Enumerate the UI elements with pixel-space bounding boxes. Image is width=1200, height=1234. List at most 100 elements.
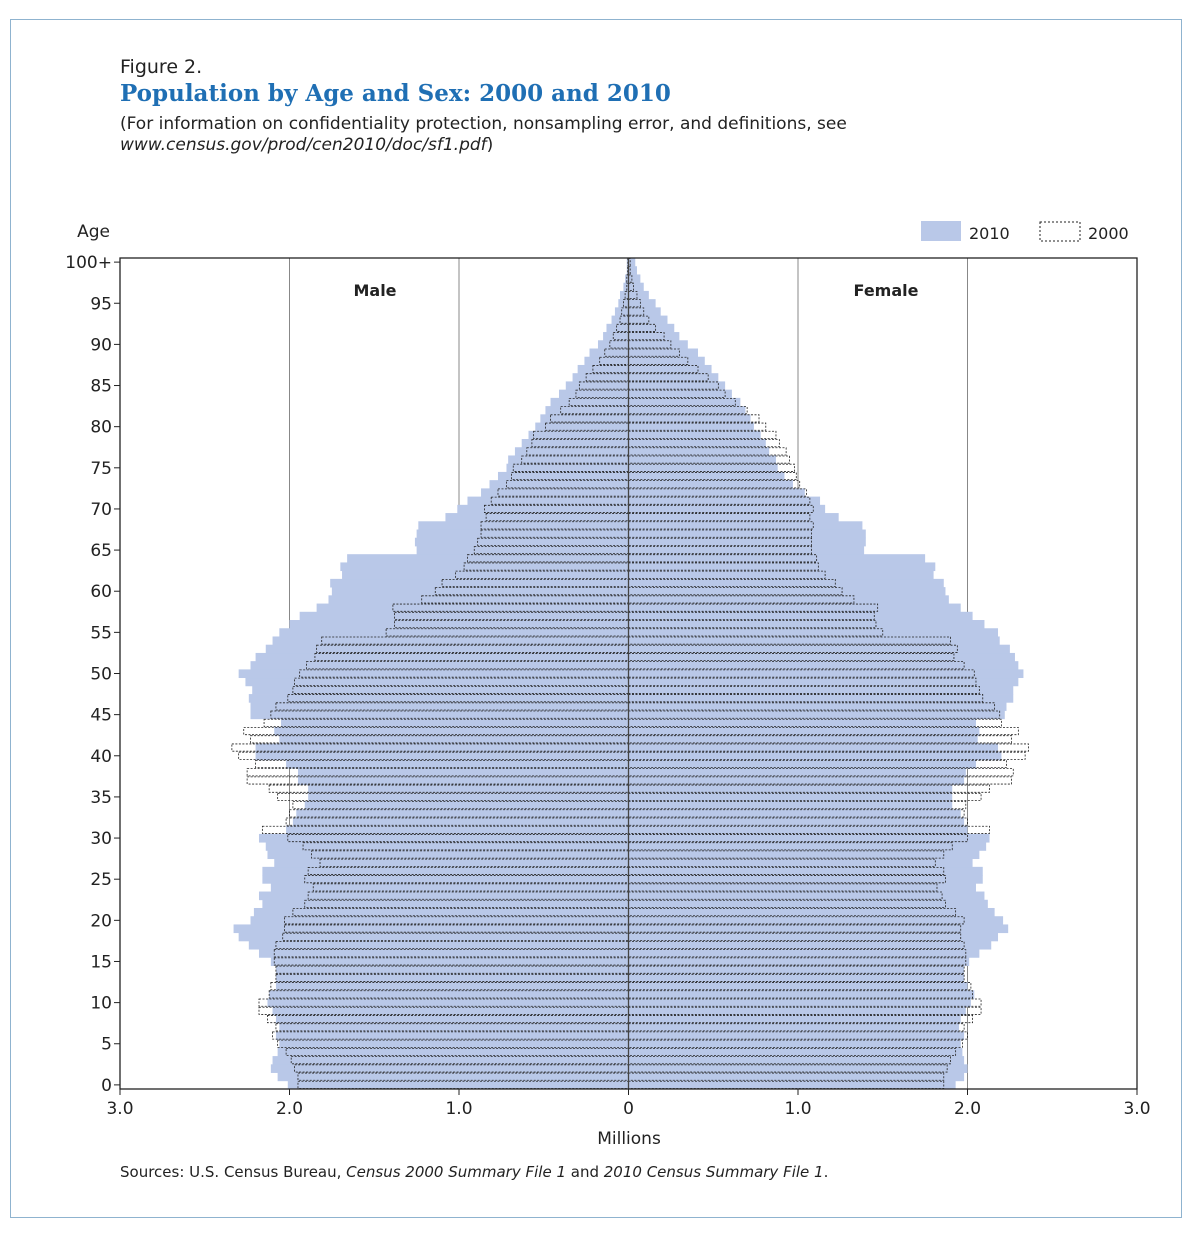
y-tick-label: 65 [90,541,112,561]
bar-2010-male-age-4 [277,1047,629,1057]
bar-2010-female-age-50 [628,669,1024,679]
bar-2000-female-age-40 [628,751,1026,760]
bar-2000-female-age-15 [628,957,967,966]
bar-2010-female-age-26 [628,866,983,876]
bar-2000-female-age-70 [628,504,814,513]
bar-2010-female-age-78 [628,439,766,448]
bar-2010-female-age-20 [628,916,1004,925]
figure-note: (For information on confidentiality prot… [120,114,1120,156]
bar-2010-male-age-25 [262,875,629,884]
bar-2010-female-age-91 [628,332,680,341]
y-tick-label: 85 [90,377,112,397]
bar-2000-male-age-80 [545,422,629,431]
bar-2010-female-age-87 [628,364,712,374]
bar-2010-female-age-70 [628,504,826,514]
y-tick-label: 75 [90,459,112,479]
y-tick-label: 0 [101,1076,112,1096]
bar-2010-male-age-10 [267,998,629,1008]
bar-2010-male-age-74 [497,471,629,481]
bar-2010-male-age-54 [272,636,629,646]
bar-2000-female-age-81 [628,414,760,423]
bar-2000-male-age-31 [261,825,629,834]
bar-2010-female-age-61 [628,578,944,588]
bar-2000-male-age-28 [311,850,629,859]
bar-2010-male-age-5 [279,1039,629,1049]
bar-2010-female-age-43 [628,726,980,736]
y-tick-label: 30 [90,829,112,849]
bar-2010-male-age-79 [528,430,629,440]
bar-2010-male-age-38 [297,768,629,777]
bar-2010-female-age-97 [628,282,644,292]
bar-2000-male-age-56 [394,620,629,629]
bar-2010-female-age-39 [628,759,976,769]
bar-2010-male-age-49 [245,677,629,687]
bar-2010-male-age-50 [238,669,629,679]
bar-2010-male-age-46 [250,702,629,711]
bar-2010-male-age-55 [279,628,629,637]
bar-2010-male-age-65 [416,545,629,555]
bar-2010-male-age-59 [328,595,629,604]
bar-2010-female-age-33 [628,809,961,818]
bar-2010-female-age-84 [628,389,732,399]
bar-2010-female-age-58 [628,603,961,613]
bar-2000-female-age-8 [628,1015,973,1024]
bar-2000-male-age-17 [275,941,629,950]
sources-and: and [566,1163,604,1181]
bar-2000-male-age-11 [268,990,629,999]
bar-2000-female-age-19 [628,924,962,933]
bar-2010-female-age-34 [628,801,953,810]
bar-2010-male-age-19 [233,924,629,934]
bar-2010-male-age-60 [331,587,629,596]
bar-2010-female-age-31 [628,825,968,835]
bar-2010-female-age-4 [628,1047,963,1057]
bar-2010-male-age-81 [540,414,629,423]
bar-2010-male-age-72 [481,488,629,498]
bar-2000-female-age-95 [628,299,641,308]
bar-2010-female-age-11 [628,990,975,999]
bar-2010-female-age-93 [628,315,668,325]
bar-2010-male-age-77 [514,447,629,456]
bar-2010-female-age-90 [628,340,688,349]
bar-2010-female-age-37 [628,776,965,785]
population-pyramid-chart: 0 5 10 15 20 25 30 35 40 45 50 55 60 65 70 75 80 85 90 95 10… [65,221,1151,1149]
panel-label-male: Male [353,281,396,300]
bar-2000-male-age-75 [512,463,629,472]
bar-2010-male-age-35 [308,792,629,802]
bar-2010-male-age-80 [535,422,629,432]
bar-2010-female-age-30 [628,833,990,843]
bar-2010-male-age-45 [250,710,629,720]
bar-2000-female-age-18 [628,932,962,941]
bar-2010-female-age-96 [628,290,649,300]
bar-2010-female-age-8 [628,1014,961,1024]
bar-2010-female-age-47 [628,694,1014,703]
bar-2010-female-age-15 [628,957,970,966]
bar-2000-male-age-33 [289,809,629,818]
bar-2010-female-age-100 [628,258,636,267]
bar-2010-female-age-86 [628,373,719,382]
bar-2010-male-age-97 [623,282,629,292]
bar-2010-male-age-52 [255,652,629,662]
bar-2010-male-age-70 [457,504,629,514]
bar-2010-female-age-80 [628,422,754,432]
bar-2000-male-age-38 [246,768,629,777]
bar-2000-female-age-37 [628,776,1012,785]
x-axis-title: Millions [597,1129,661,1149]
note-url[interactable]: www.census.gov/prod/cen2010/doc/sf1.pdf [120,135,487,155]
bar-2010-female-age-49 [628,677,1019,687]
bar-2010-female-age-63 [628,562,936,572]
y-tick-label: 45 [90,706,112,726]
bar-2010-female-age-77 [628,447,770,456]
bar-2010-male-age-34 [304,801,629,810]
bar-2010-female-age-95 [628,299,656,308]
bar-2010-male-age-57 [299,611,629,621]
axis-ticks: 0 5 10 15 20 25 30 35 40 45 50 55 60 65 70 75 80 85 90 95 10… [65,253,1150,1119]
y-tick-label: 70 [90,500,112,520]
bar-2000-female-age-50 [628,669,975,678]
bar-2000-female-age-66 [628,537,812,546]
bar-2010-male-age-27 [274,858,629,868]
bar-2000-female-age-65 [628,546,812,555]
bar-2010-male-age-96 [620,290,629,300]
x-tick-label: 2.0 [954,1099,981,1119]
bar-2010-female-age-24 [628,883,976,892]
bar-2010-female-age-72 [628,488,805,498]
